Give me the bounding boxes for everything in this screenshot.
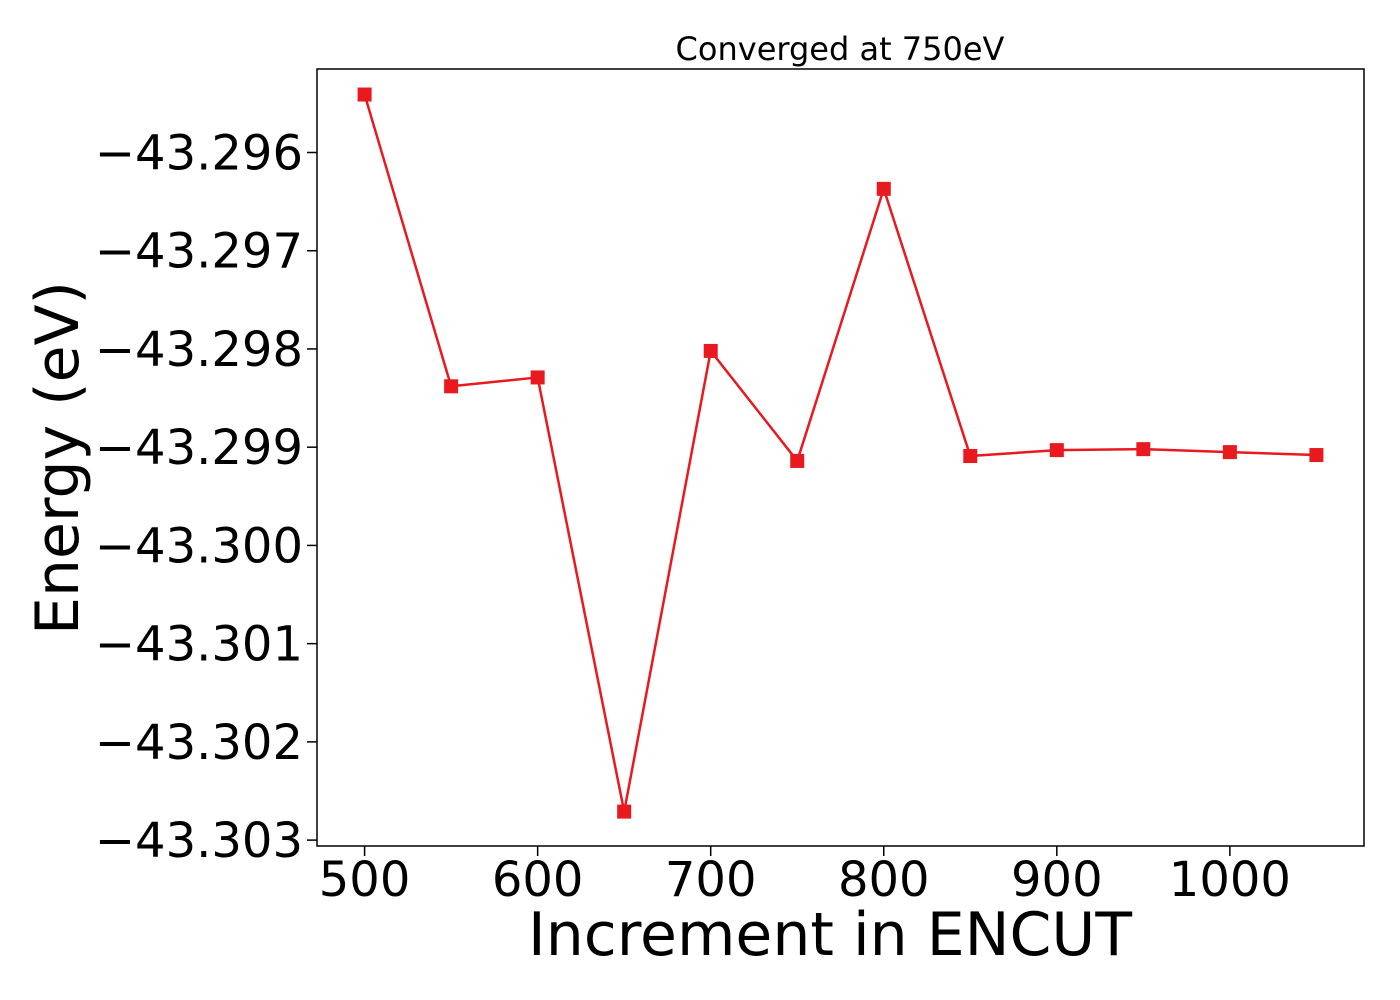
y-axis: −43.296 −43.297 −43.298 −43.299 −43.300 −43.3… [95, 125, 317, 869]
x-tick-label: 1000 [1169, 852, 1291, 908]
y-tick-label: −43.298 [95, 322, 303, 378]
data-point-marker [357, 87, 372, 102]
data-point-marker [444, 379, 459, 394]
data-point-marker [963, 449, 978, 464]
chart-title: Converged at 750eV [676, 30, 1005, 68]
x-tick-label: 900 [1011, 852, 1103, 908]
y-tick-label: −43.302 [95, 715, 303, 771]
series-line [363, 94, 1317, 813]
y-tick-label: −43.300 [95, 518, 303, 574]
plot-area [357, 87, 1324, 819]
data-point-marker [530, 370, 545, 385]
y-tick-label: −43.296 [95, 125, 303, 181]
x-tick-label: 800 [838, 852, 930, 908]
y-tick-label: −43.303 [95, 813, 303, 869]
data-point-marker [1309, 448, 1324, 463]
data-point-marker [790, 453, 805, 468]
x-axis: 500 600 700 800 900 1000 [319, 846, 1291, 908]
data-point-marker [703, 343, 718, 358]
data-point-marker [1049, 443, 1064, 458]
data-point-marker [1136, 442, 1151, 457]
x-tick-label: 700 [665, 852, 757, 908]
x-tick-label: 600 [492, 852, 584, 908]
x-tick-label: 500 [319, 852, 411, 908]
data-point-marker [1222, 445, 1237, 460]
y-tick-label: −43.297 [95, 224, 303, 280]
x-axis-label: Increment in ENCUT [528, 900, 1132, 970]
y-tick-label: −43.301 [95, 617, 303, 673]
y-axis-label: Energy (eV) [23, 281, 93, 635]
plot-frame [316, 68, 1365, 847]
y-tick-label: −43.299 [95, 420, 303, 476]
data-point-marker [876, 181, 891, 196]
data-point-marker [617, 804, 632, 819]
